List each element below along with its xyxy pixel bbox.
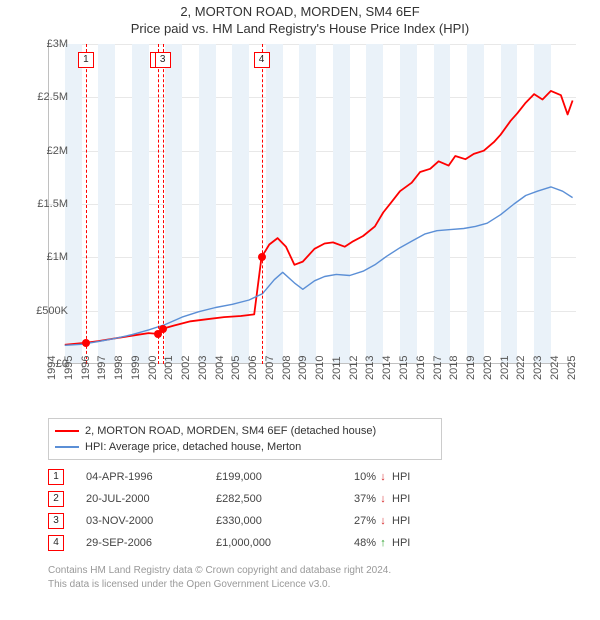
sale-date: 29-SEP-2006 (64, 537, 216, 549)
chart-svg (48, 44, 576, 364)
x-axis-label: 2022 (515, 356, 527, 380)
sale-row: 104-APR-1996£199,00010%↓HPI (48, 466, 410, 488)
x-axis-label: 2019 (465, 356, 477, 380)
x-axis-label: 2024 (549, 356, 561, 380)
x-axis-label: 2010 (314, 356, 326, 380)
sale-marker-dot (82, 339, 90, 347)
x-axis-label: 2015 (398, 356, 410, 380)
sale-date: 03-NOV-2000 (64, 515, 216, 527)
x-axis-label: 2021 (499, 356, 511, 380)
legend-row: HPI: Average price, detached house, Mert… (55, 439, 435, 455)
legend-row: 2, MORTON ROAD, MORDEN, SM4 6EF (detache… (55, 423, 435, 439)
sale-pct: 10% (316, 471, 376, 483)
sale-price: £199,000 (216, 471, 316, 483)
x-axis-label: 1994 (46, 356, 58, 380)
x-axis-label: 2014 (381, 356, 393, 380)
x-axis-label: 2003 (197, 356, 209, 380)
sale-number-box: 4 (48, 535, 64, 551)
sale-marker-dot (159, 325, 167, 333)
x-axis-label: 2016 (415, 356, 427, 380)
footer-text: Contains HM Land Registry data © Crown c… (48, 564, 391, 591)
sale-pct: 48% (316, 537, 376, 549)
x-axis-label: 2006 (247, 356, 259, 380)
x-axis-label: 2017 (432, 356, 444, 380)
sale-pct: 37% (316, 493, 376, 505)
x-axis-label: 2004 (214, 356, 226, 380)
y-axis-label: £1.5M (24, 198, 68, 210)
x-axis-label: 2020 (482, 356, 494, 380)
x-axis-label: 2002 (180, 356, 192, 380)
x-axis-label: 2008 (281, 356, 293, 380)
footer-line-2: This data is licensed under the Open Gov… (48, 578, 391, 592)
sale-pct: 27% (316, 515, 376, 527)
x-axis-label: 1998 (113, 356, 125, 380)
x-axis-label: 1996 (80, 356, 92, 380)
sale-price: £330,000 (216, 515, 316, 527)
sale-row: 429-SEP-2006£1,000,00048%↑HPI (48, 532, 410, 554)
sale-marker-line (86, 44, 87, 364)
sale-row: 220-JUL-2000£282,50037%↓HPI (48, 488, 410, 510)
legend-swatch (55, 446, 79, 448)
sale-price: £282,500 (216, 493, 316, 505)
legend-label: 2, MORTON ROAD, MORDEN, SM4 6EF (detache… (85, 425, 376, 437)
sale-marker-line (158, 44, 159, 364)
arrow-down-icon: ↓ (376, 471, 390, 483)
sale-marker-number: 3 (155, 52, 171, 68)
x-axis-label: 2007 (264, 356, 276, 380)
sale-hpi-label: HPI (390, 493, 410, 505)
arrow-down-icon: ↓ (376, 493, 390, 505)
x-axis-label: 2000 (147, 356, 159, 380)
y-axis-label: £2M (24, 145, 68, 157)
sale-hpi-label: HPI (390, 515, 410, 527)
x-axis-label: 2018 (448, 356, 460, 380)
legend-label: HPI: Average price, detached house, Mert… (85, 441, 301, 453)
footer-line-1: Contains HM Land Registry data © Crown c… (48, 564, 391, 578)
title-address: 2, MORTON ROAD, MORDEN, SM4 6EF (0, 4, 600, 19)
x-axis-label: 1995 (63, 356, 75, 380)
x-axis-label: 2011 (331, 356, 343, 380)
arrow-up-icon: ↑ (376, 537, 390, 549)
x-axis-label: 2023 (532, 356, 544, 380)
legend-swatch (55, 430, 79, 432)
sale-number-box: 1 (48, 469, 64, 485)
sale-marker-line (163, 44, 164, 364)
y-axis-label: £3M (24, 38, 68, 50)
arrow-down-icon: ↓ (376, 515, 390, 527)
sale-date: 04-APR-1996 (64, 471, 216, 483)
sale-price: £1,000,000 (216, 537, 316, 549)
sale-number-box: 3 (48, 513, 64, 529)
y-axis-label: £2.5M (24, 91, 68, 103)
x-axis-label: 2005 (230, 356, 242, 380)
sale-hpi-label: HPI (390, 537, 410, 549)
sale-marker-number: 1 (78, 52, 94, 68)
title-subtitle: Price paid vs. HM Land Registry's House … (0, 21, 600, 36)
x-axis-label: 2012 (348, 356, 360, 380)
x-axis-label: 1999 (130, 356, 142, 380)
sale-marker-line (262, 44, 263, 364)
x-axis-label: 2025 (566, 356, 578, 380)
legend: 2, MORTON ROAD, MORDEN, SM4 6EF (detache… (48, 418, 442, 460)
sale-date: 20-JUL-2000 (64, 493, 216, 505)
chart-container: 2, MORTON ROAD, MORDEN, SM4 6EF Price pa… (0, 0, 600, 620)
sale-marker-dot (258, 253, 266, 261)
sales-table: 104-APR-1996£199,00010%↓HPI220-JUL-2000£… (48, 466, 410, 554)
sale-hpi-label: HPI (390, 471, 410, 483)
y-axis-label: £1M (24, 251, 68, 263)
series-line (65, 187, 573, 345)
y-axis-label: £500K (24, 305, 68, 317)
x-axis-label: 1997 (96, 356, 108, 380)
sale-number-box: 2 (48, 491, 64, 507)
sale-row: 303-NOV-2000£330,00027%↓HPI (48, 510, 410, 532)
x-axis-label: 2013 (364, 356, 376, 380)
sale-marker-number: 4 (254, 52, 270, 68)
x-axis-label: 2009 (297, 356, 309, 380)
x-axis-label: 2001 (163, 356, 175, 380)
